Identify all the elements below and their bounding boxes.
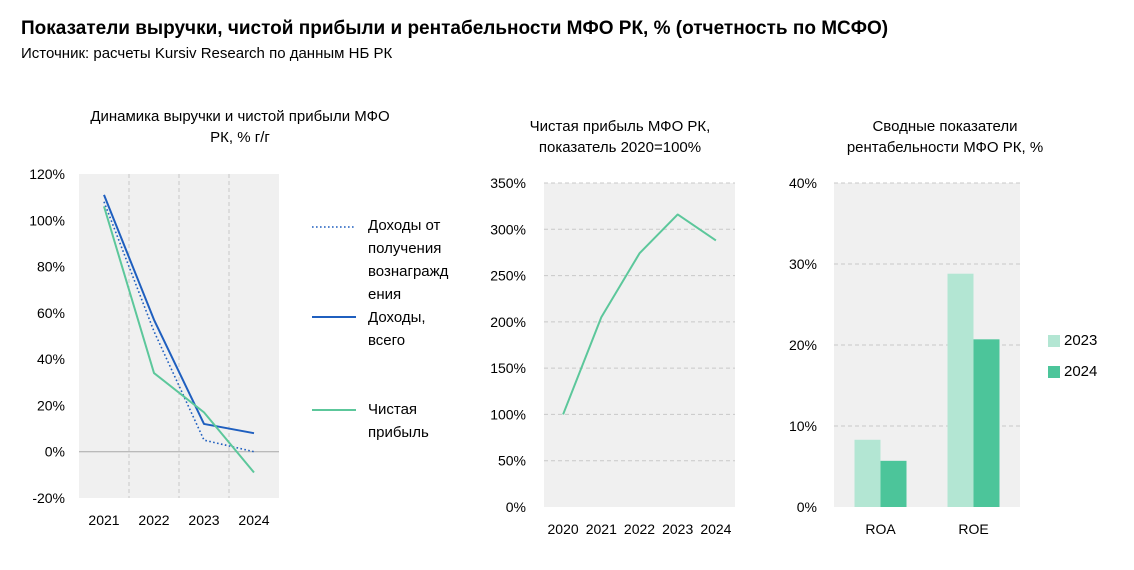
chart2-y-tick-label: 250% [490,268,526,284]
chart2-y-tick-label: 300% [490,221,526,237]
legend-item-interest-income: Доходы от получения вознагражд ения [368,214,448,306]
chart1-x-tick-label: 2022 [138,512,169,528]
chart2-y-tick-label: 50% [498,453,526,469]
chart2-plot-area [544,183,735,507]
legend-label-2024: 2024 [1064,363,1098,380]
chart1-y-tick-label: 80% [37,259,65,275]
chart3-y-tick-label: 0% [797,499,817,515]
chart1-y-tick-label: 120% [29,166,65,182]
chart3-title-line-1: Сводные показатели [872,118,1018,135]
chart3-y-tick-label: 40% [789,175,817,191]
legend-label-2023: 2023 [1064,332,1098,349]
chart1-title: Динамика выручки и чистой прибыли МФО РК… [60,106,420,148]
chart3-bar-roe-2024 [973,339,1000,507]
chart1-title-line-1: Динамика выручки и чистой прибыли МФО [90,108,390,125]
legend-line: Чистая [368,401,418,418]
chart1-x-tick-label: 2023 [188,512,219,528]
chart1-series-interest-income [103,201,255,453]
chart2-x-tick-label: 2023 [662,521,693,537]
chart1-y-tick-label: 60% [37,305,65,321]
chart1-x-tick-label: 2021 [88,512,119,528]
legend-line: Доходы от [368,217,441,234]
chart1-y-tick-label: 40% [37,351,65,367]
legend-line: получения [368,240,442,257]
chart1-y-tick-label: 100% [29,212,65,228]
chart1-y-tick-label: 20% [37,397,65,413]
chart3-x-tick-label: ROE [958,521,988,537]
chart2-x-tick-label: 2022 [624,521,655,537]
chart3-y-tick-label: 30% [789,256,817,272]
chart1-y-tick-label: -20% [32,490,65,506]
chart2-y-tick-label: 100% [490,406,526,422]
chart3-x-tick-label: ROA [865,521,896,537]
chart2-y-tick-label: 200% [490,314,526,330]
chart1-title-line-2: РК, % г/г [210,129,270,146]
chart2-x-tick-label: 2024 [700,521,731,537]
chart2-x-tick-label: 2021 [586,521,617,537]
chart3-bar-roe-2023 [947,273,974,507]
chart3-y-tick-label: 20% [789,337,817,353]
legend-line: Доходы, [368,309,426,326]
legend-swatch-2023 [1048,335,1060,347]
chart1-x-tick-label: 2024 [238,512,269,528]
chart2-y-tick-label: 350% [490,175,526,191]
chart3-y-tick-label: 10% [789,418,817,434]
chart3-title-line-2: рентабельности МФО РК, % [846,139,1044,156]
legend-line: прибыль [368,424,429,441]
legend-item-net-profit: Чистая прибыль [368,398,429,444]
chart2-y-tick-label: 0% [506,499,526,515]
legend-line: вознагражд [368,263,449,280]
chart2-title: Чистая прибыль МФО РК, показатель 2020=1… [490,116,750,158]
page-title: Показатели выручки, чистой прибыли и рен… [21,18,889,39]
chart2-series-net-profit-index [562,213,717,415]
chart1-series-net-profit [103,206,255,474]
chart3-title: Сводные показатели рентабельности МФО РК… [820,116,1070,158]
chart2-title-line-2: показатель 2020=100% [538,139,702,156]
chart1-y-tick-label: 0% [45,444,65,460]
page-source: Источник: расчеты Kursiv Research по дан… [21,45,393,62]
chart3-bar-roa-2024 [880,460,907,507]
chart1-series-total-income [103,194,255,435]
legend-line: ения [368,286,402,303]
chart3-bar-roa-2023 [854,439,881,507]
chart2-y-tick-label: 150% [490,360,526,376]
legend-line: всего [368,332,406,349]
chart2-x-tick-label: 2020 [548,521,579,537]
legend-item-total-income: Доходы, всего [368,306,426,352]
legend-swatch-2024 [1048,366,1060,378]
chart2-title-line-1: Чистая прибыль МФО РК, [529,118,711,135]
